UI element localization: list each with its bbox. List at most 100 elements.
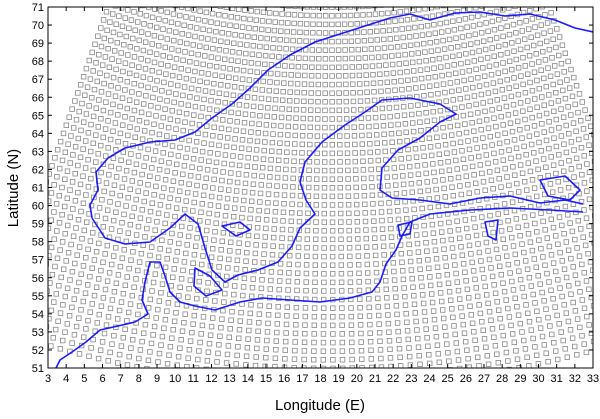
grid-point [420, 40, 427, 47]
grid-point [158, 342, 164, 348]
grid-point [134, 19, 141, 25]
grid-point [259, 18, 266, 24]
grid-point [218, 324, 224, 331]
grid-point [271, 226, 277, 232]
grid-point [502, 244, 508, 251]
grid-point [217, 82, 224, 88]
grid-point [178, 336, 184, 343]
grid-point [158, 61, 164, 67]
grid-point [309, 47, 315, 53]
grid-point [548, 252, 555, 258]
grid-point [303, 270, 310, 277]
grid-point [506, 85, 512, 91]
grid-point [255, 60, 261, 67]
grid-point [440, 125, 446, 131]
grid-point [539, 7, 545, 10]
grid-point [160, 114, 166, 121]
grid-point [387, 355, 394, 361]
grid-point [555, 356, 561, 363]
grid-point [283, 46, 289, 52]
grid-point [184, 146, 191, 152]
grid-point [175, 196, 181, 203]
grid-point [543, 83, 549, 90]
grid-point [366, 123, 372, 130]
grid-point [189, 164, 195, 170]
grid-point [510, 102, 517, 108]
grid-point [80, 74, 87, 80]
grid-point [364, 89, 370, 95]
grid-point [311, 305, 318, 311]
grid-point [363, 72, 369, 78]
grid-point [399, 26, 405, 32]
grid-point [466, 242, 473, 249]
grid-point [210, 45, 216, 52]
grid-point [432, 30, 438, 36]
grid-point [264, 35, 270, 42]
grid-point [380, 235, 386, 241]
grid-point [583, 134, 589, 140]
grid-point [189, 15, 195, 21]
grid-point [280, 218, 286, 224]
grid-point [276, 45, 283, 51]
grid-point [236, 326, 243, 333]
grid-point [164, 308, 170, 314]
grid-point [561, 230, 567, 237]
grid-point [464, 347, 470, 353]
grid-point [329, 116, 335, 122]
grid-point [67, 160, 73, 166]
grid-point [582, 107, 588, 113]
grid-point [481, 143, 488, 150]
grid-point [255, 216, 261, 222]
grid-point [417, 67, 424, 73]
grid-point [397, 1, 402, 6]
grid-point [78, 271, 84, 277]
grid-point [156, 69, 162, 76]
grid-point [119, 255, 125, 261]
grid-point [534, 104, 540, 110]
y-tick-label: 58 [32, 237, 44, 249]
grid-point [103, 322, 110, 328]
grid-point [107, 109, 114, 116]
grid-point [134, 1, 139, 6]
grid-point [100, 295, 107, 301]
y-tick-label: 64 [32, 128, 44, 140]
grid-point [113, 209, 119, 215]
grid-point [215, 203, 222, 209]
x-tick-label: 18 [314, 373, 326, 385]
grid-point [489, 107, 495, 113]
grid-point [73, 288, 80, 294]
grid-point [242, 111, 249, 117]
x-tick-label: 27 [478, 373, 490, 385]
grid-point [485, 7, 491, 8]
y-tick-label: 69 [32, 38, 44, 50]
grid-point [545, 65, 551, 71]
grid-point [480, 327, 486, 333]
grid-point [131, 54, 138, 60]
grid-point [497, 315, 503, 322]
grid-point [68, 241, 74, 248]
grid-point [192, 33, 198, 40]
grid-point [475, 153, 482, 160]
grid-point [48, 198, 52, 204]
grid-point [519, 170, 526, 176]
grid-point [586, 169, 593, 175]
grid-point [111, 253, 117, 259]
grid-point [438, 29, 445, 35]
grid-point [281, 192, 288, 198]
grid-point [375, 45, 381, 52]
grid-point [478, 30, 485, 36]
grid-point [472, 224, 478, 230]
grid-point [119, 219, 125, 226]
grid-point [395, 216, 402, 223]
grid-point [341, 21, 348, 27]
grid-point [536, 59, 542, 65]
grid-point [584, 161, 590, 167]
grid-point [496, 263, 503, 269]
grid-point [216, 264, 222, 270]
grid-point [165, 124, 172, 131]
grid-point [352, 141, 358, 148]
grid-point [410, 198, 416, 204]
grid-point [407, 258, 414, 265]
grid-point [254, 138, 261, 145]
grid-point [349, 365, 355, 368]
